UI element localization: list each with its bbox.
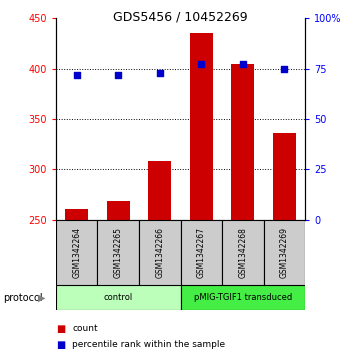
Text: GSM1342265: GSM1342265 [114, 227, 123, 278]
Bar [139, 220, 180, 285]
Point [240, 62, 245, 68]
Text: count: count [72, 324, 98, 333]
Bar [65, 208, 88, 220]
Text: ■: ■ [56, 340, 65, 350]
Point [282, 66, 287, 72]
Text: GSM1342267: GSM1342267 [197, 227, 206, 278]
Bar [148, 161, 171, 220]
Text: GDS5456 / 10452269: GDS5456 / 10452269 [113, 11, 248, 24]
Bar [180, 285, 305, 310]
Bar [107, 201, 130, 220]
Bar [264, 220, 305, 285]
Point [74, 72, 80, 77]
Text: GSM1342269: GSM1342269 [280, 227, 289, 278]
Bar [180, 220, 222, 285]
Bar [97, 220, 139, 285]
Bar [273, 133, 296, 220]
Point [199, 62, 204, 68]
Text: ■: ■ [56, 323, 65, 334]
Bar [190, 33, 213, 220]
Text: protocol: protocol [4, 293, 43, 303]
Point [116, 72, 121, 77]
Bar [231, 65, 254, 220]
Bar [222, 220, 264, 285]
Bar [56, 285, 180, 310]
Text: GSM1342264: GSM1342264 [72, 227, 81, 278]
Bar [56, 220, 97, 285]
Text: pMIG-TGIF1 transduced: pMIG-TGIF1 transduced [193, 293, 292, 302]
Text: GSM1342268: GSM1342268 [238, 227, 247, 278]
Text: GSM1342266: GSM1342266 [155, 227, 164, 278]
Text: percentile rank within the sample: percentile rank within the sample [72, 340, 225, 349]
Text: control: control [104, 293, 133, 302]
Text: ▶: ▶ [38, 293, 45, 303]
Point [157, 70, 162, 76]
